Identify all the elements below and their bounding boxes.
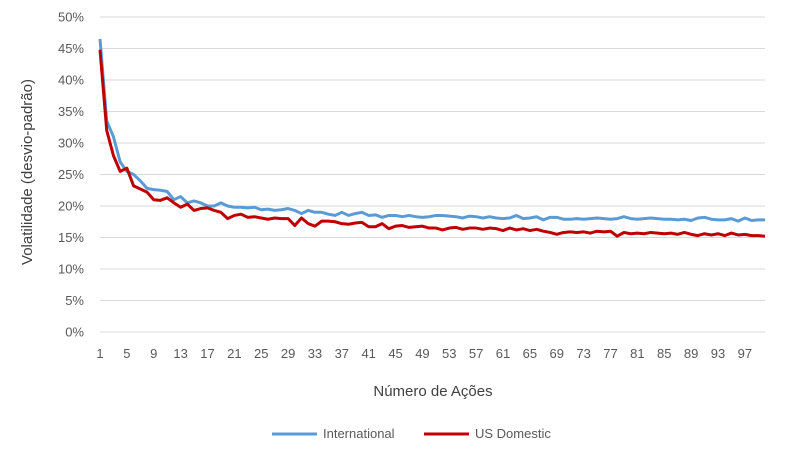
x-tick-label: 89 xyxy=(684,346,698,361)
x-tick-label: 17 xyxy=(200,346,214,361)
y-axis-title: Volatilidade (desvio-padrão) xyxy=(19,79,36,265)
y-tick-label: 0% xyxy=(65,325,84,340)
x-tick-label: 29 xyxy=(281,346,295,361)
series-line-international xyxy=(98,38,765,223)
x-tick-label: 57 xyxy=(469,346,483,361)
y-tick-label: 10% xyxy=(58,262,84,277)
x-tick-label: 13 xyxy=(173,346,187,361)
x-axis-title: Número de Ações xyxy=(373,383,492,400)
x-tick-label: 85 xyxy=(657,346,671,361)
x-tick-label: 65 xyxy=(523,346,537,361)
x-tick-label: 97 xyxy=(738,346,752,361)
x-tick-label: 81 xyxy=(630,346,644,361)
y-axis-ticks: 0% 5% 10% 15% 20% 25% 30% 35% 40% 45% 50% xyxy=(58,10,84,340)
legend: International US Domestic xyxy=(272,426,551,441)
y-tick-label: 30% xyxy=(58,136,84,151)
x-tick-label: 77 xyxy=(603,346,617,361)
x-tick-label: 61 xyxy=(496,346,510,361)
x-tick-label: 37 xyxy=(335,346,349,361)
x-tick-label: 69 xyxy=(550,346,564,361)
gridlines xyxy=(100,16,765,333)
y-tick-label: 35% xyxy=(58,104,84,119)
x-tick-label: 25 xyxy=(254,346,268,361)
y-tick-label: 45% xyxy=(58,41,84,56)
legend-label-international: International xyxy=(323,426,395,441)
series-lines xyxy=(98,38,766,238)
series-line-us-domestic xyxy=(98,49,766,238)
y-tick-label: 40% xyxy=(58,73,84,88)
x-tick-label: 1 xyxy=(96,346,103,361)
x-tick-label: 49 xyxy=(415,346,429,361)
x-tick-label: 93 xyxy=(711,346,725,361)
x-tick-label: 41 xyxy=(361,346,375,361)
y-tick-label: 20% xyxy=(58,199,84,214)
x-tick-label: 53 xyxy=(442,346,456,361)
x-tick-label: 21 xyxy=(227,346,241,361)
x-tick-label: 9 xyxy=(150,346,157,361)
y-tick-label: 25% xyxy=(58,167,84,182)
x-tick-label: 5 xyxy=(123,346,130,361)
x-tick-label: 33 xyxy=(308,346,322,361)
y-tick-label: 5% xyxy=(65,293,84,308)
legend-label-us-domestic: US Domestic xyxy=(475,426,551,441)
x-axis-ticks: 1 5 9 13 17 21 25 29 33 37 41 45 49 53 57 61 65 69 73 77 81 8… xyxy=(96,346,752,361)
x-tick-label: 45 xyxy=(388,346,402,361)
y-tick-label: 50% xyxy=(58,10,84,25)
y-tick-label: 15% xyxy=(58,230,84,245)
x-tick-label: 73 xyxy=(576,346,590,361)
